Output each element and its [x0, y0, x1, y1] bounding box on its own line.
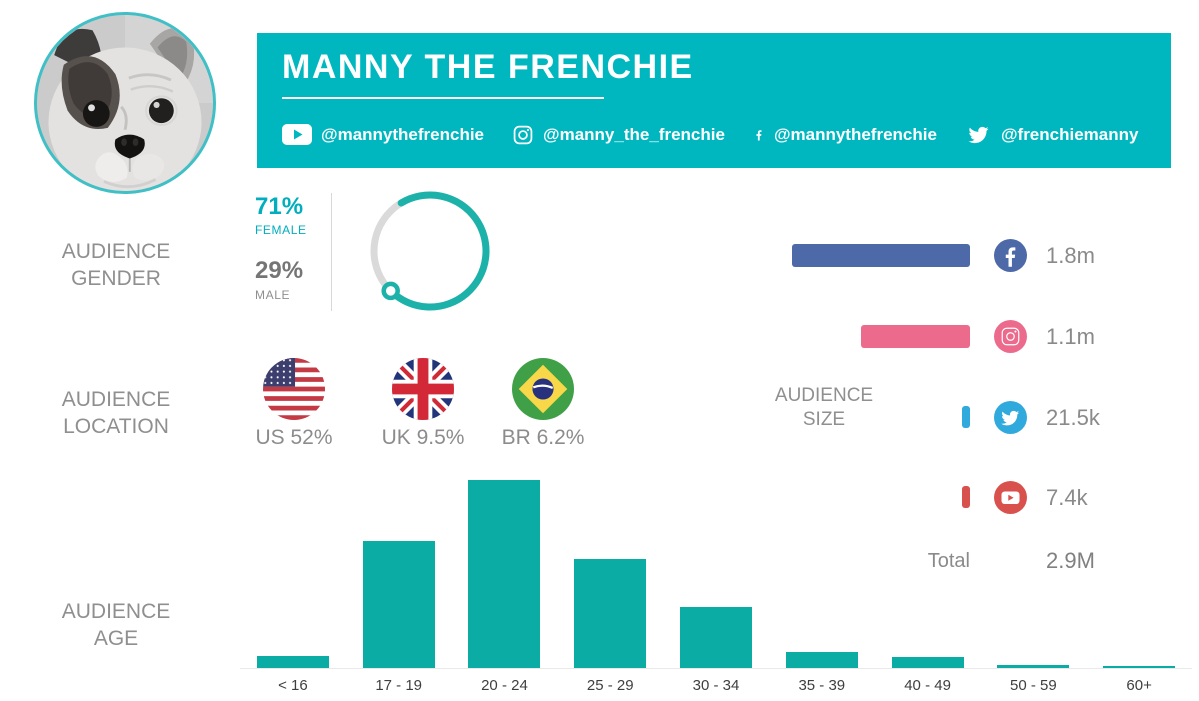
age-bar-group: 30 - 34 — [663, 474, 769, 694]
social-handles-row: @mannythefrenchie @manny_the_frenchie @m… — [282, 123, 1171, 146]
avatar — [34, 12, 216, 194]
us-share-label: US 52% — [255, 426, 333, 449]
facebook-icon — [753, 124, 765, 145]
instagram-followers: 1.1m — [1046, 324, 1095, 349]
instagram-icon — [512, 124, 534, 146]
social-youtube[interactable]: @mannythefrenchie — [282, 124, 484, 145]
social-facebook[interactable]: @mannythefrenchie — [753, 124, 937, 145]
female-label: FEMALE — [255, 223, 307, 237]
age-bar — [1103, 666, 1176, 668]
social-handle: @mannythefrenchie — [773, 124, 937, 144]
age-bar — [785, 651, 858, 668]
age-bar-group: 50 - 59 — [980, 474, 1086, 694]
facebook-followers: 1.8m — [1046, 243, 1095, 268]
section-label-audience-gender: AUDIENCE GENDER — [61, 240, 171, 290]
br-share-label: BR 6.2% — [501, 426, 585, 449]
age-bar-group: 40 - 49 — [875, 474, 981, 694]
age-bar-group: 60+ — [1086, 474, 1192, 694]
section-label-audience-size: AUDIENCE SIZE — [774, 385, 874, 430]
uk-share-label: UK 9.5% — [381, 426, 465, 449]
gender-divider — [331, 193, 332, 311]
uk-flag-icon — [392, 358, 454, 420]
age-bar-group: 35 - 39 — [769, 474, 875, 694]
youtube-icon — [282, 124, 312, 145]
female-percentage: 71% — [255, 193, 304, 220]
age-bar — [997, 665, 1070, 668]
age-tick-label: 35 - 39 — [798, 677, 846, 694]
section-label-audience-age: AUDIENCE AGE — [61, 600, 171, 650]
dog-photo-illustration — [37, 15, 213, 191]
age-bar — [256, 655, 329, 668]
instagram-size-bar — [861, 325, 970, 348]
age-bar — [468, 480, 541, 668]
youtube-circle-icon — [994, 481, 1027, 514]
section-label-audience-location: AUDIENCE LOCATION — [61, 388, 171, 438]
age-bar-group: < 16 — [240, 474, 346, 694]
total-value: 2.9M — [1046, 548, 1095, 573]
age-bar — [680, 607, 753, 668]
social-handle: @frenchiemanny — [1000, 124, 1139, 144]
br-flag-icon — [512, 358, 574, 420]
age-bar-group: 17 - 19 — [346, 474, 452, 694]
social-instagram[interactable]: @manny_the_frenchie — [512, 124, 725, 146]
age-tick-label: 30 - 34 — [692, 677, 740, 694]
age-bar — [362, 540, 435, 668]
age-tick-label: < 16 — [278, 677, 308, 694]
instagram-circle-icon — [994, 320, 1027, 353]
age-bar — [574, 558, 647, 668]
twitter-icon — [965, 123, 992, 146]
social-handle: @manny_the_frenchie — [543, 124, 725, 144]
twitter-size-bar — [962, 406, 970, 428]
youtube-size-bar — [962, 486, 970, 508]
social-handle: @mannythefrenchie — [321, 124, 485, 144]
age-bar-group: 20 - 24 — [452, 474, 558, 694]
twitter-circle-icon — [994, 401, 1027, 434]
header-banner: MANNY THE FRENCHIE @mannythefrenchie @ma… — [257, 33, 1171, 168]
age-tick-label: 25 - 29 — [586, 677, 634, 694]
twitter-followers: 21.5k — [1046, 405, 1100, 430]
page-title: MANNY THE FRENCHIE — [282, 48, 694, 86]
total-label: Total — [927, 550, 970, 572]
gender-donut-chart — [370, 191, 490, 311]
youtube-followers: 7.4k — [1046, 485, 1088, 510]
us-flag-icon — [263, 358, 325, 420]
age-tick-label: 20 - 24 — [481, 677, 528, 694]
age-tick-label: 17 - 19 — [375, 677, 423, 694]
facebook-circle-icon — [994, 239, 1027, 272]
facebook-size-bar — [792, 244, 970, 267]
male-percentage: 29% — [255, 257, 304, 284]
age-tick-label: 60+ — [1126, 677, 1152, 694]
male-label: MALE — [255, 288, 291, 302]
title-underline — [282, 97, 604, 99]
age-tick-label: 40 - 49 — [904, 677, 951, 694]
age-tick-label: 50 - 59 — [1010, 677, 1057, 694]
age-bar-group: 25 - 29 — [557, 474, 663, 694]
age-bar — [891, 657, 964, 668]
social-twitter[interactable]: @frenchiemanny — [965, 123, 1139, 146]
audience-age-bar-chart: < 16 17 - 19 20 - 24 25 - 29 30 - 34 35 - 39 4… — [240, 474, 1192, 694]
